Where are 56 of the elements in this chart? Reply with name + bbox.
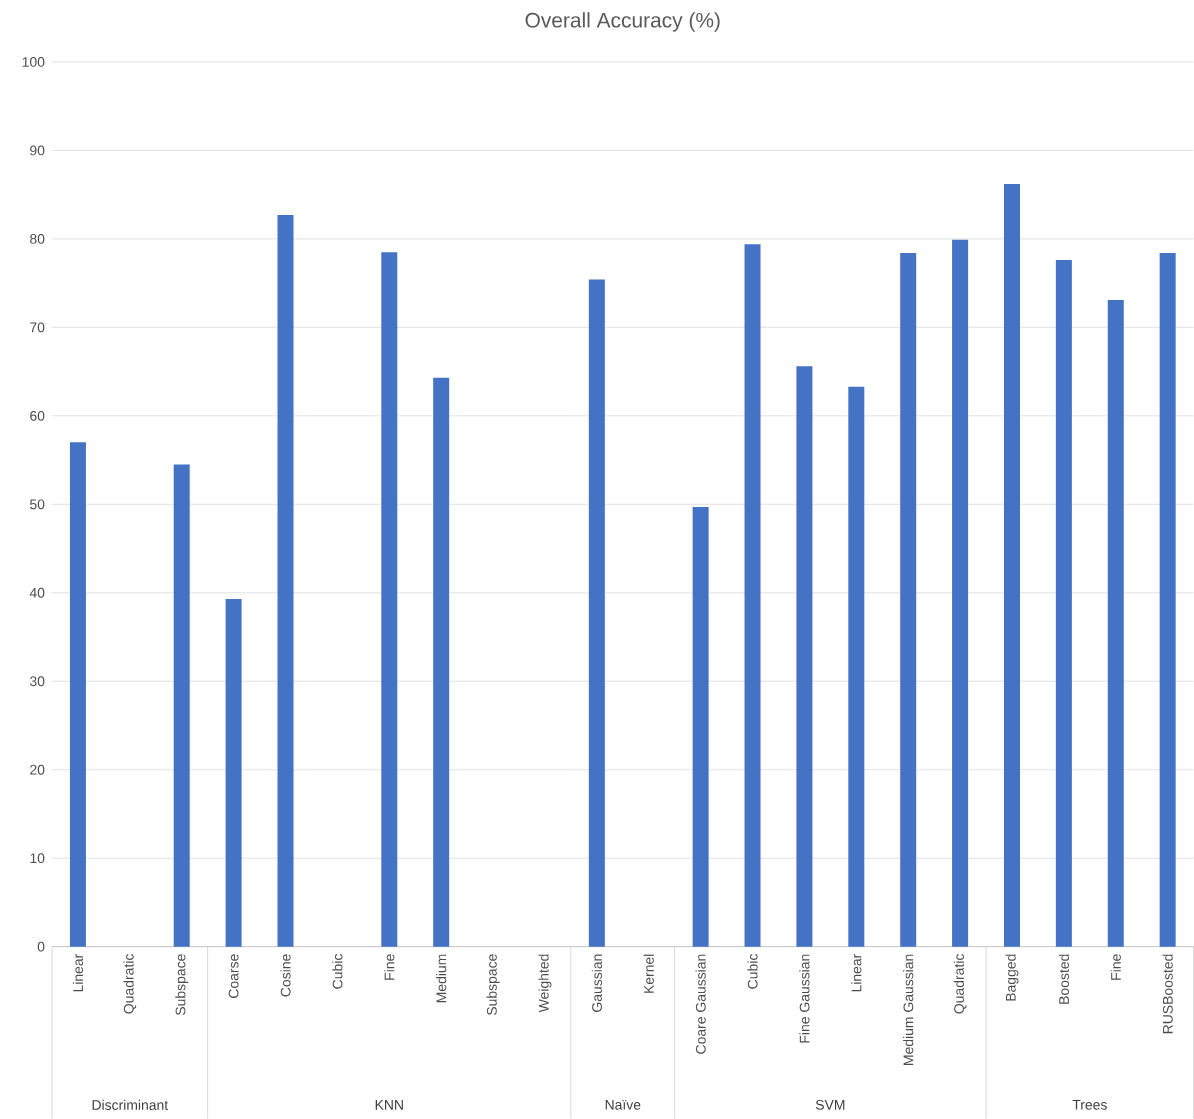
x-tick-label: Coare Gaussian	[695, 954, 706, 1054]
x-tick-label: Gaussian	[591, 954, 602, 1012]
x-tick-label: Fine	[384, 954, 395, 980]
x-tick-label: Coarse	[228, 954, 239, 998]
bar	[1003, 184, 1020, 947]
y-tick-label: 80	[30, 233, 45, 244]
bar	[225, 598, 242, 947]
text: Trees	[1072, 1099, 1107, 1110]
x-tick-label: Linear	[72, 953, 84, 992]
x-tick-label: Quadratic	[123, 954, 137, 1014]
x-tick-label: Subspace	[486, 954, 500, 1016]
y-tick-label: 70	[30, 322, 45, 333]
x-tick-label: Medium Gaussian	[903, 954, 914, 1065]
bar	[900, 253, 917, 947]
text: Naïve	[605, 1099, 641, 1110]
bar	[952, 239, 969, 947]
y-tick-label: 10	[30, 853, 45, 864]
y-tick-label: 20	[30, 764, 45, 775]
x-tick-label: Kernel	[643, 954, 654, 993]
x-tick-label: Linear	[851, 953, 862, 992]
text: Discriminant	[92, 1099, 169, 1110]
y-tick-label: 90	[30, 145, 45, 156]
x-tick-label: Cubic	[747, 954, 758, 989]
text: KNN	[375, 1100, 403, 1110]
bar	[173, 464, 190, 947]
x-tick-label: Fine	[1110, 954, 1121, 980]
bar	[381, 252, 398, 947]
chart-title: Overall Accuracy (%)	[525, 12, 720, 32]
bar	[1055, 260, 1072, 947]
bar	[1107, 299, 1124, 947]
bar	[848, 386, 865, 947]
y-tick-label: 50	[30, 499, 45, 510]
x-tick-label: Fine Gaussian	[799, 954, 810, 1043]
x-tick-label: Bagged	[1005, 954, 1019, 1001]
text: SVM	[815, 1099, 845, 1110]
bar	[69, 442, 86, 947]
bar	[1159, 253, 1176, 947]
x-tick-label: Weighted	[538, 954, 552, 1013]
bar	[692, 506, 709, 947]
bar	[796, 366, 813, 947]
x-tick-label: Medium	[436, 954, 447, 1003]
bar	[277, 215, 294, 947]
x-tick-label: RUSBoosted	[1162, 954, 1173, 1034]
x-tick-label: Cosine	[280, 954, 291, 997]
x-tick-label: Cubic	[332, 954, 343, 989]
x-tick-label: Boosted	[1058, 954, 1069, 1004]
bar	[433, 377, 450, 947]
y-tick-label: 30	[29, 676, 45, 687]
y-tick-label: 100	[22, 57, 45, 67]
y-tick-label: 40	[29, 587, 45, 598]
x-tick-label: Subspace	[175, 954, 189, 1016]
x-tick-label: Quadratic	[953, 954, 967, 1014]
y-tick-label: 0	[37, 941, 45, 952]
bar	[744, 244, 761, 947]
y-tick-label: 60	[30, 410, 45, 421]
bar	[588, 279, 605, 947]
